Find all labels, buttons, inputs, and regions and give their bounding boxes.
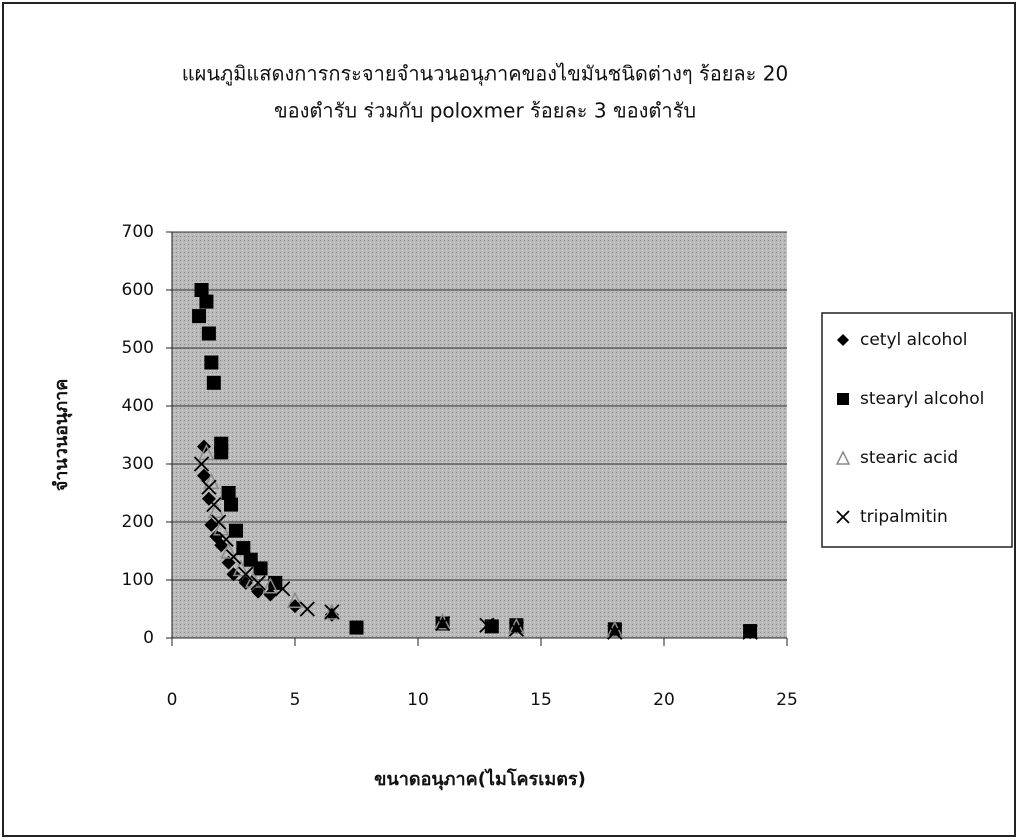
point bbox=[254, 561, 268, 575]
x-tick-label: 20 bbox=[653, 690, 675, 710]
point bbox=[199, 295, 213, 309]
y-tick-label: 100 bbox=[122, 570, 154, 590]
x-tick-label: 10 bbox=[407, 690, 429, 710]
y-axis-title: จำนวนอนุภาค bbox=[51, 379, 73, 492]
point bbox=[204, 356, 218, 370]
chart-title: ของตำรับ ร่วมกับ poloxmer ร้อยละ 3 ของตำ… bbox=[274, 99, 696, 123]
y-tick-label: 0 bbox=[143, 628, 154, 648]
point bbox=[207, 376, 221, 390]
x-tick-label: 15 bbox=[530, 690, 552, 710]
y-tick-label: 400 bbox=[122, 396, 154, 416]
y-tick-label: 200 bbox=[122, 512, 154, 532]
point bbox=[224, 498, 238, 512]
legend-label: stearyl alcohol bbox=[860, 389, 984, 409]
legend-label: stearic acid bbox=[860, 448, 958, 468]
y-tick-label: 600 bbox=[122, 280, 154, 300]
point bbox=[192, 309, 206, 323]
point bbox=[608, 622, 622, 636]
x-axis-title: ขนาดอนุภาค(ไมโครเมตร) bbox=[374, 768, 586, 791]
x-tick-label: 25 bbox=[776, 690, 798, 710]
page: {"chart_data": {"type": "scatter", "titl… bbox=[0, 0, 1019, 840]
x-tick-label: 0 bbox=[167, 690, 178, 710]
chart: แผนภูมิแสดงการกระจายจำนวนอนุภาคของไขมันช… bbox=[0, 0, 1019, 840]
point bbox=[202, 327, 216, 341]
y-tick-label: 300 bbox=[122, 454, 154, 474]
legend-marker bbox=[837, 393, 849, 405]
chart-title: แผนภูมิแสดงการกระจายจำนวนอนุภาคของไขมันช… bbox=[182, 62, 788, 87]
point bbox=[214, 445, 228, 459]
y-tick-label: 700 bbox=[122, 222, 154, 242]
legend-label: cetyl alcohol bbox=[860, 330, 967, 350]
x-tick-label: 5 bbox=[290, 690, 301, 710]
point bbox=[350, 621, 364, 635]
legend-label: tripalmitin bbox=[860, 507, 948, 527]
y-tick-label: 500 bbox=[122, 338, 154, 358]
